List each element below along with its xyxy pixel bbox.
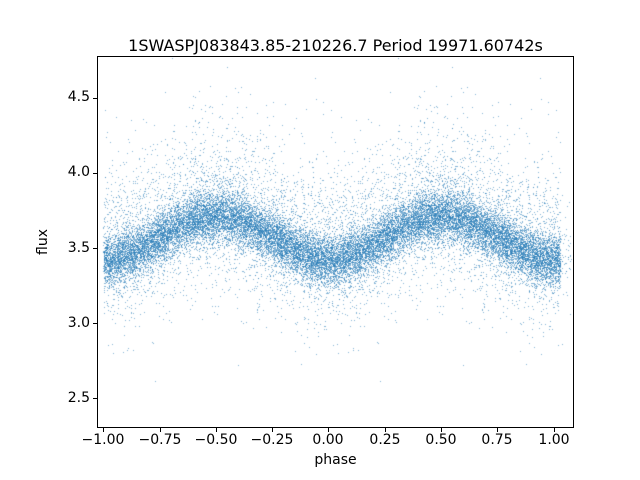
x-tick-label: −0.50	[194, 432, 238, 448]
x-tick-mark	[160, 428, 161, 432]
y-tick-mark	[93, 173, 97, 174]
y-tick-label: 4.0	[67, 164, 90, 180]
y-tick-mark	[93, 398, 97, 399]
x-tick-label: −1.00	[81, 432, 125, 448]
x-tick-mark	[216, 428, 217, 432]
y-tick-mark	[93, 98, 97, 99]
chart-title: 1SWASPJ083843.85-210226.7 Period 19971.6…	[128, 36, 543, 55]
x-tick-label: −0.25	[250, 432, 294, 448]
x-tick-mark	[328, 428, 329, 432]
x-tick-mark	[497, 428, 498, 432]
plot-area	[97, 56, 574, 428]
x-tick-label: 0.25	[369, 432, 401, 448]
x-tick-label: 0.75	[481, 432, 513, 448]
x-tick-mark	[385, 428, 386, 432]
x-tick-label: 0.50	[425, 432, 457, 448]
x-tick-mark	[272, 428, 273, 432]
x-tick-label: 1.00	[538, 432, 570, 448]
y-tick-mark	[93, 323, 97, 324]
scatter-points-canvas	[98, 57, 573, 427]
x-tick-mark	[103, 428, 104, 432]
y-tick-label: 4.5	[67, 89, 90, 105]
y-tick-label: 2.5	[67, 390, 90, 406]
x-tick-mark	[554, 428, 555, 432]
y-tick-label: 3.5	[67, 240, 90, 256]
x-axis-label: phase	[314, 452, 357, 468]
x-tick-label: 0.00	[312, 432, 344, 448]
x-tick-mark	[441, 428, 442, 432]
y-tick-mark	[93, 248, 97, 249]
y-tick-label: 3.0	[67, 315, 90, 331]
x-tick-label: −0.75	[138, 432, 182, 448]
